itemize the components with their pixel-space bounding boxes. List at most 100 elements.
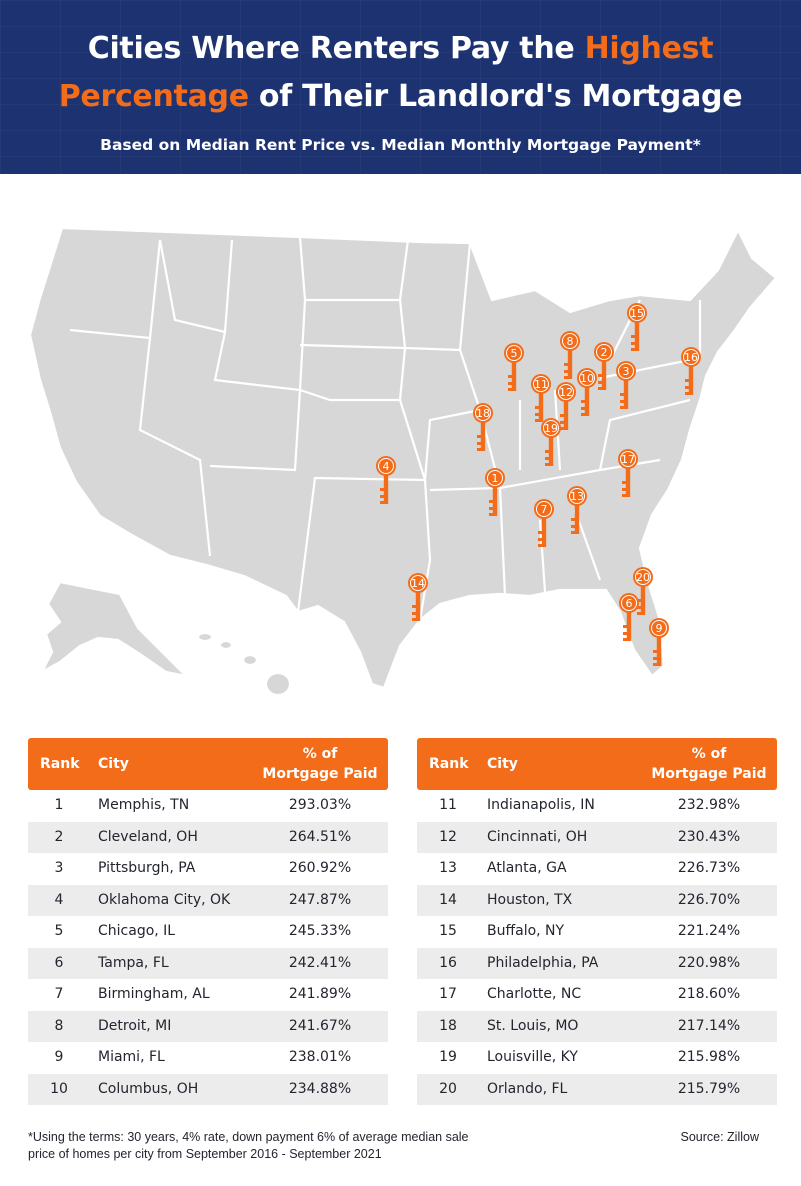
table-row: 13 Atlanta, GA 226.73%	[417, 853, 777, 885]
marker-rank-label: 8	[567, 335, 574, 348]
key-ring	[533, 376, 549, 392]
footnote: *Using the terms: 30 years, 4% rate, dow…	[28, 1130, 469, 1161]
hawaii-island-3	[241, 653, 259, 667]
marker-rank-label: 11	[534, 378, 548, 391]
rank-cell: 1	[54, 797, 64, 813]
key-ring	[629, 305, 645, 321]
key-ring	[683, 349, 699, 365]
city-cell: St. Louis, MO	[487, 1017, 579, 1034]
table-row: 12 Cincinnati, OH 230.43%	[417, 821, 777, 853]
percent-cell: 215.98%	[677, 1049, 741, 1065]
marker-rank-label: 1	[492, 472, 499, 485]
marker-rank-label: 12	[559, 386, 573, 399]
key-marker-12: 12	[556, 382, 576, 430]
title-accent-text: Percentage	[58, 79, 249, 114]
key-icon	[637, 585, 646, 615]
rank-cell: 8	[54, 1017, 64, 1034]
key-ring	[378, 458, 394, 474]
key-marker-7: 7	[534, 499, 554, 547]
table-row: 6 Tampa, FL 242.41%	[28, 947, 388, 979]
key-ring	[506, 345, 522, 361]
table-row: 9 Miami, FL 238.01%	[28, 1042, 388, 1074]
percent-cell: 260.92%	[288, 860, 352, 876]
rank-cell: 5	[54, 923, 64, 939]
key-icon	[489, 486, 498, 516]
marker-rank-label: 3	[623, 365, 630, 378]
city-cell: Philadelphia, PA	[487, 954, 599, 971]
rank-cell: 4	[54, 891, 64, 908]
key-marker-4: 4	[376, 456, 396, 504]
marker-rank-label: 15	[630, 307, 644, 320]
rank-cell: 11	[439, 797, 457, 813]
marker-rank-label: 16	[684, 351, 698, 364]
key-icon	[412, 591, 421, 621]
key-ring	[620, 451, 636, 467]
table-row: 14 Houston, TX 226.70%	[417, 884, 777, 916]
table-row: 19 Louisville, KY 215.98%	[417, 1042, 777, 1074]
key-marker-6: 6	[619, 593, 639, 641]
city-cell: Birmingham, AL	[98, 986, 210, 1002]
key-marker-19: 19	[541, 418, 561, 466]
table-header: Rank City % of Mortgage Paid	[417, 738, 777, 790]
percent-cell: 241.89%	[288, 986, 352, 1002]
key-icon	[631, 321, 640, 351]
key-ring	[543, 420, 559, 436]
us-states	[28, 226, 778, 697]
marker-rank-label: 2	[601, 346, 608, 359]
marker-rank-label: 6	[626, 597, 633, 610]
key-icon	[535, 392, 544, 422]
us-map: 1 2 3 4 5 6 7 8 9 10 11 12 13 14 15 16 17 18 19 20	[0, 174, 801, 714]
rank-cell: 16	[439, 954, 457, 971]
marker-rank-label: 4	[383, 460, 390, 473]
header-percent-line-2: Mortgage Paid	[651, 766, 767, 782]
hawaii-island-1	[196, 631, 214, 643]
percent-cell: 215.79%	[677, 1080, 741, 1097]
rank-cell: 14	[439, 891, 457, 908]
key-icon	[685, 365, 694, 395]
table-row: 15 Buffalo, NY 221.24%	[417, 916, 777, 948]
header-percent-line-1: % of	[302, 746, 338, 762]
key-ring	[579, 370, 595, 386]
marker-rank-label: 10	[580, 372, 594, 385]
title-text: of Their Landlord's Mortgage	[248, 79, 743, 114]
percent-cell: 245.33%	[288, 923, 352, 939]
title-line-2: Percentage of Their Landlord's Mortgage	[0, 74, 801, 120]
key-ring	[558, 384, 574, 400]
table-row: 11 Indianapolis, IN 232.98%	[417, 790, 777, 822]
alaska-shape	[40, 580, 188, 678]
rank-cell: 17	[439, 986, 457, 1002]
city-cell: Detroit, MI	[98, 1017, 172, 1034]
contiguous-us-shape	[28, 226, 778, 690]
city-cell: Indianapolis, IN	[487, 797, 595, 813]
header-percent-line-1: % of	[691, 746, 727, 762]
city-cell: Tampa, FL	[98, 954, 169, 971]
title-text: Cities Where Renters Pay the	[87, 31, 585, 66]
percent-cell: 230.43%	[677, 828, 741, 845]
key-marker-8: 8	[560, 331, 580, 379]
table-row: 20 Orlando, FL 215.79%	[417, 1073, 777, 1105]
key-ring	[410, 575, 426, 591]
key-ring	[569, 488, 585, 504]
key-ring	[618, 363, 634, 379]
percent-cell: 217.14%	[677, 1017, 741, 1034]
city-cell: Atlanta, GA	[487, 860, 567, 876]
key-marker-17: 17	[618, 449, 638, 497]
title-accent-text: Highest	[584, 31, 714, 66]
ranking-table-left: Rank City % of Mortgage Paid 1 Memphis, T…	[28, 738, 388, 1105]
header-percent: % of Mortgage Paid	[252, 744, 388, 784]
key-ring	[635, 569, 651, 585]
key-marker-18: 18	[473, 403, 493, 451]
table-row: 5 Chicago, IL 245.33%	[28, 916, 388, 948]
city-cell: Cincinnati, OH	[487, 828, 588, 845]
percent-cell: 221.24%	[677, 923, 741, 939]
rank-cell: 19	[439, 1049, 457, 1065]
percent-cell: 226.73%	[677, 860, 741, 876]
marker-rank-label: 14	[411, 577, 425, 590]
table-row: 8 Detroit, MI 241.67%	[28, 1010, 388, 1042]
percent-cell: 238.01%	[288, 1049, 352, 1065]
marker-rank-label: 17	[621, 453, 635, 466]
table-row: 18 St. Louis, MO 217.14%	[417, 1010, 777, 1042]
table-row: 3 Pittsburgh, PA 260.92%	[28, 853, 388, 885]
